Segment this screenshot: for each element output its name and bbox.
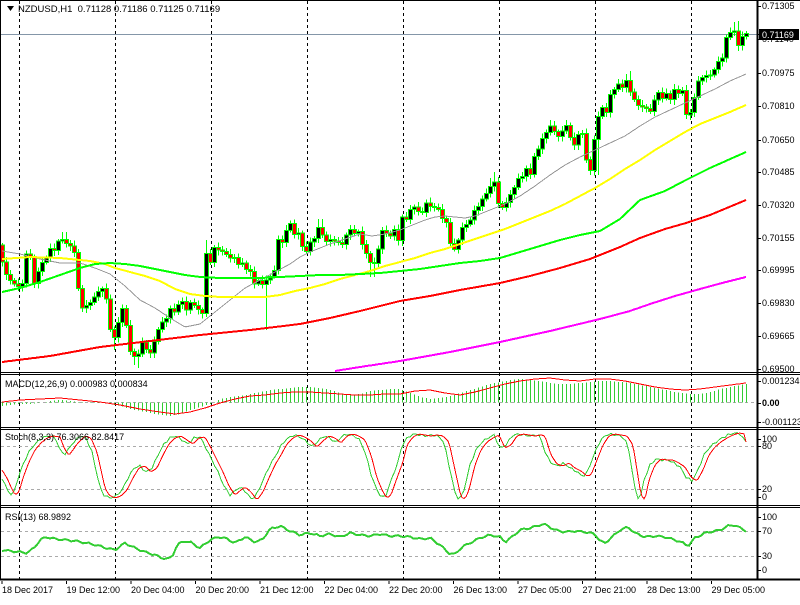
svg-text:0.70155: 0.70155 [762,233,795,243]
svg-text:0.001234: 0.001234 [762,376,800,386]
svg-text:21 Dec 12:00: 21 Dec 12:00 [260,585,314,595]
svg-text:0.00: 0.00 [762,398,780,408]
svg-text:0.69665: 0.69665 [762,331,795,341]
svg-text:0: 0 [762,565,767,575]
svg-text:100: 100 [762,512,777,522]
svg-text:0.71169: 0.71169 [762,30,794,40]
svg-text:27 Dec 05:00: 27 Dec 05:00 [518,585,572,595]
svg-text:0.70650: 0.70650 [762,135,795,145]
svg-text:0.69830: 0.69830 [762,298,795,308]
svg-text:0.70320: 0.70320 [762,200,795,210]
svg-text:Stoch(8,3,3) 76.3066 82.8417: Stoch(8,3,3) 76.3066 82.8417 [5,432,124,442]
svg-text:0: 0 [762,492,767,502]
svg-text:29 Dec 05:00: 29 Dec 05:00 [712,585,766,595]
svg-text:0.70485: 0.70485 [762,167,795,177]
svg-text:18 Dec 2017: 18 Dec 2017 [2,585,53,595]
svg-text:-0.001123: -0.001123 [762,417,800,427]
svg-text:0.69995: 0.69995 [762,265,795,275]
svg-text:0.69500: 0.69500 [762,364,795,374]
svg-text:80: 80 [762,441,772,451]
svg-text:0.71305: 0.71305 [762,1,795,11]
svg-text:28 Dec 13:00: 28 Dec 13:00 [647,585,701,595]
svg-text:70: 70 [762,526,772,536]
svg-text:MACD(12,26,9) 0.000983 0.00083: MACD(12,26,9) 0.000983 0.000834 [5,379,148,389]
svg-text:19 Dec 12:00: 19 Dec 12:00 [67,585,121,595]
svg-text:RSI(13) 68.9892: RSI(13) 68.9892 [5,512,71,522]
svg-text:20 Dec 20:00: 20 Dec 20:00 [196,585,250,595]
svg-text:22 Dec 04:00: 22 Dec 04:00 [325,585,379,595]
svg-text:0.70975: 0.70975 [762,68,795,78]
svg-text:NZDUSD,H1 0.71128 0.71186 0.7: NZDUSD,H1 0.71128 0.71186 0.71125 0.7116… [18,4,220,15]
svg-text:0.70810: 0.70810 [762,101,795,111]
svg-text:20: 20 [762,484,772,494]
svg-text:20 Dec 04:00: 20 Dec 04:00 [131,585,185,595]
svg-text:100: 100 [762,434,777,444]
svg-text:22 Dec 20:00: 22 Dec 20:00 [389,585,443,595]
svg-text:26 Dec 13:00: 26 Dec 13:00 [454,585,508,595]
svg-text:27 Dec 21:00: 27 Dec 21:00 [583,585,637,595]
svg-text:30: 30 [762,551,772,561]
